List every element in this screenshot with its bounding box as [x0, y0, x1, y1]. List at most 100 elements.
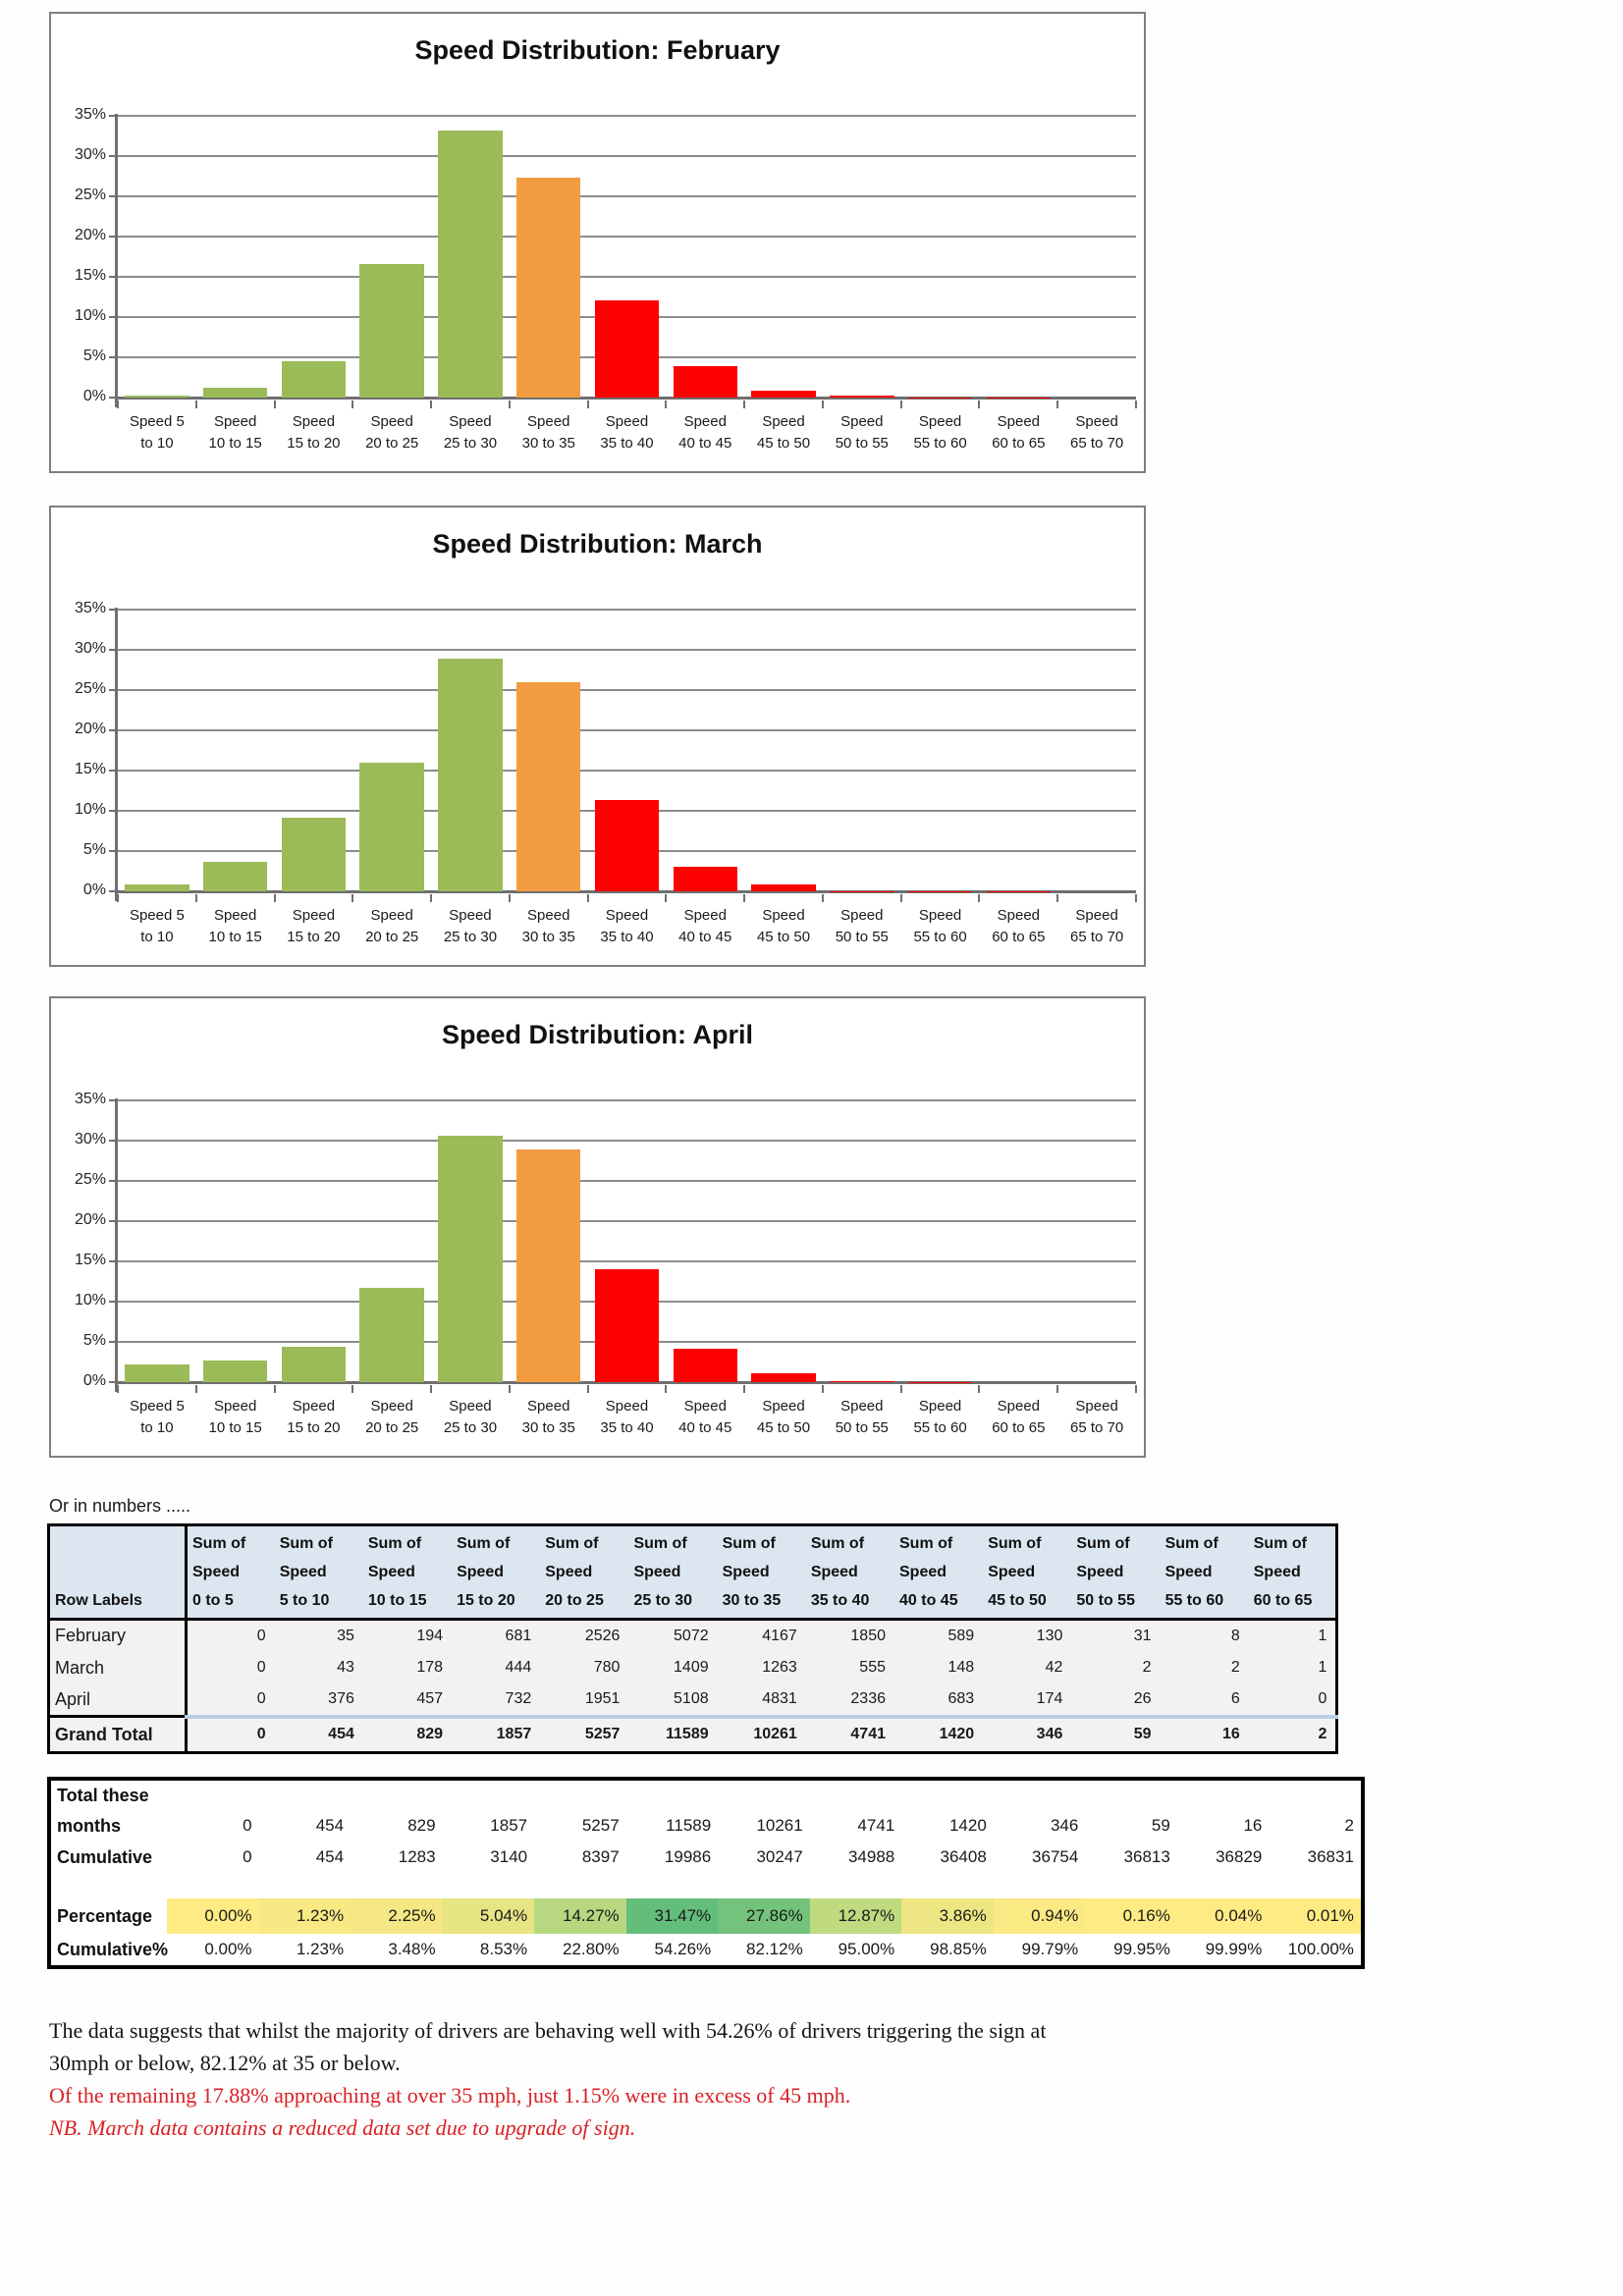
totals-months-cell: 5257 [581, 1816, 620, 1835]
x-axis-label-line: Speed [840, 907, 884, 924]
y-axis-label: 0% [82, 881, 106, 898]
y-axis-tick [109, 155, 118, 157]
gridline [118, 236, 1136, 238]
pivot-row-label: April [48, 1683, 188, 1717]
percentage-cell: 27.86% [718, 1898, 810, 1934]
x-axis-tick [899, 894, 902, 902]
y-axis-tick [109, 356, 118, 358]
x-axis-label-line: Speed [918, 1398, 962, 1415]
x-axis-tick [194, 1385, 197, 1393]
x-axis-label-line: Speed [292, 413, 336, 430]
x-axis-label-line: Speed [997, 907, 1041, 924]
x-axis-label-line: Speed 5 [129, 413, 185, 430]
y-axis-tick [109, 729, 118, 731]
pivot-cell: 10261 [717, 1714, 806, 1753]
x-axis-tick [821, 894, 824, 902]
x-axis-label: Speed 65 to 70 [1057, 411, 1136, 454]
x-axis-tick [1135, 1385, 1137, 1393]
pivot-cell: 59 [1071, 1714, 1161, 1753]
x-axis-label-line: 15 to 20 [287, 435, 341, 452]
pivot-cell: 130 [983, 1619, 1072, 1652]
x-axis-tick [430, 1385, 433, 1393]
pivot-row-label: March [48, 1651, 188, 1684]
x-axis-label-line: Speed 5 [129, 907, 185, 924]
pivot-cell: 555 [805, 1651, 894, 1684]
totals-months-cell: 1420 [948, 1816, 987, 1835]
pivot-cell: 35 [274, 1619, 363, 1652]
x-axis-label-line: Speed 5 [129, 1398, 185, 1415]
pivot-cell: 4741 [805, 1714, 894, 1753]
bar-speed-20-to-25 [359, 1288, 424, 1382]
pivot-cell: 1951 [540, 1683, 629, 1717]
x-axis-label-line: Speed [213, 907, 257, 924]
pivot-column-header: Sum of Speed 5 to 10 [274, 1524, 363, 1621]
y-axis-label: 5% [82, 347, 106, 364]
gridline [118, 729, 1136, 731]
y-axis-label: 10% [74, 307, 106, 324]
x-axis-label: Speed 20 to 25 [352, 905, 431, 948]
percentage-cell: 0.94% [993, 1898, 1086, 1934]
bar-speed-15-to-20 [281, 818, 347, 891]
x-axis-label-line: 60 to 65 [992, 435, 1046, 452]
bar-speed-30-to-35 [516, 682, 581, 891]
pivot-cell: 0 [186, 1714, 275, 1753]
x-axis-label-line: to 10 [140, 929, 174, 945]
x-axis-label-line: 50 to 55 [835, 1419, 889, 1436]
y-axis-tick [109, 1260, 118, 1262]
x-axis-label-line: 10 to 15 [208, 1419, 262, 1436]
x-axis-tick [586, 1385, 589, 1393]
bar-speed-5-to-10 [125, 1363, 189, 1382]
cumulative-pct-cell: 3.48% [388, 1940, 436, 1958]
note-line: NB. March data contains a reduced data s… [49, 2115, 636, 2140]
y-axis-tick [109, 689, 118, 691]
percentage-cell: 14.27% [534, 1898, 626, 1934]
gridline [118, 689, 1136, 691]
x-axis-label: Speed 55 to 60 [901, 411, 980, 454]
bar-speed-10-to-15 [202, 387, 268, 398]
x-axis-tick [352, 894, 354, 902]
y-axis-line [115, 608, 118, 901]
pivot-cell: 2 [1248, 1714, 1337, 1753]
x-axis-tick [586, 400, 589, 408]
bar-speed-25-to-30 [438, 658, 503, 891]
chart-april: Speed Distribution: April 0% 5% 10% 15% 20% 25… [49, 996, 1146, 1458]
y-axis-tick [109, 810, 118, 812]
x-axis-label: Speed 15 to 20 [275, 1396, 353, 1439]
pivot-cell: 4831 [717, 1683, 806, 1717]
y-axis-tick [109, 1140, 118, 1142]
x-axis-tick [899, 400, 902, 408]
x-axis-label-line: 55 to 60 [913, 435, 967, 452]
pivot-column-header: Sum of Speed 45 to 50 [983, 1524, 1072, 1621]
x-axis-tick [665, 400, 668, 408]
x-axis-label: Speed 30 to 35 [510, 1396, 588, 1439]
x-axis-label: Speed 25 to 30 [431, 905, 510, 948]
cumulative-pct-cell: 22.80% [562, 1940, 620, 1958]
x-axis-label-line: Speed [449, 907, 492, 924]
cumulative-cell: 30247 [756, 1847, 803, 1866]
x-axis-tick [665, 1385, 668, 1393]
y-axis-tick [109, 316, 118, 318]
gridline [118, 1180, 1136, 1182]
pivot-cell: 1857 [452, 1714, 541, 1753]
x-axis-line [118, 1381, 1136, 1384]
x-axis-tick [273, 400, 276, 408]
x-axis-label: Speed 5 to 10 [118, 411, 196, 454]
pivot-table: Row Labels Sum of Speed 0 to 5 Sum of Speed 5 … [47, 1523, 1339, 1754]
gridline [118, 155, 1136, 157]
x-axis-label: Speed 5 to 10 [118, 905, 196, 948]
x-axis-tick [430, 894, 433, 902]
pivot-cell: 5108 [628, 1683, 718, 1717]
y-axis-tick [109, 1381, 118, 1383]
percentage-cell: 1.23% [258, 1898, 352, 1934]
x-axis-tick [117, 400, 119, 408]
x-axis-label: Speed 30 to 35 [510, 905, 588, 948]
gridline [118, 1220, 1136, 1222]
x-axis-label-line: 25 to 30 [443, 929, 498, 945]
y-axis-tick [109, 1220, 118, 1222]
x-axis-label-line: 30 to 35 [521, 929, 575, 945]
pivot-row-label: Grand Total [48, 1715, 188, 1753]
pivot-column-header: Sum of Speed 10 to 15 [362, 1524, 453, 1621]
x-axis-label: Speed 50 to 55 [823, 905, 901, 948]
x-axis-label-line: 20 to 25 [365, 435, 419, 452]
x-axis-label-line: 60 to 65 [992, 929, 1046, 945]
